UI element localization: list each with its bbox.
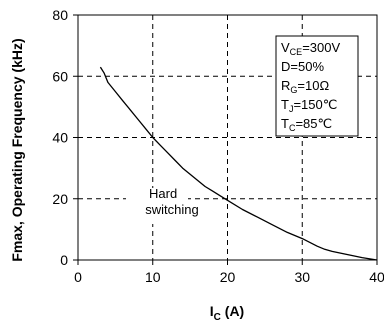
x-tick-label-1: 10 (145, 269, 161, 285)
hard-switching-label-bg (126, 188, 188, 224)
series-layer (99, 66, 378, 261)
y-tick-label-4: 80 (52, 7, 68, 23)
condition-vce: VCE=300V (281, 40, 340, 57)
conditions-box: VCE=300V D=50% RG=10Ω TJ=150℃ TC=85℃ (275, 35, 359, 137)
y-tick-label-1: 20 (52, 191, 68, 207)
y-tick-label-0: 0 (60, 252, 68, 268)
x-tick-label-0: 0 (74, 269, 82, 285)
x-tick-label-4: 40 (369, 269, 384, 285)
annotation-hard: Hard (149, 186, 177, 201)
y-tick-label-2: 40 (52, 130, 68, 146)
condition-tc: TC=85℃ (281, 116, 332, 133)
x-tick-label-3: 30 (294, 269, 310, 285)
y-axis-label: Fmax, Operating Frequency (kHz) (9, 38, 25, 261)
annotations: Hard switching (126, 186, 199, 224)
annotation-switching: switching (145, 202, 198, 217)
y-tick-label-3: 60 (52, 68, 68, 84)
condition-tj: TJ=150℃ (281, 97, 337, 114)
condition-duty: D=50% (281, 59, 324, 74)
series-line-0 (99, 66, 378, 261)
axes (73, 14, 378, 265)
conditions-box-frame (275, 35, 359, 137)
tick-labels: 0 10 20 30 40 0 20 40 60 80 (52, 7, 384, 285)
x-tick-label-2: 20 (220, 269, 236, 285)
x-axis-label: IC (A) (210, 303, 244, 323)
condition-rg: RG=10Ω (281, 78, 329, 95)
